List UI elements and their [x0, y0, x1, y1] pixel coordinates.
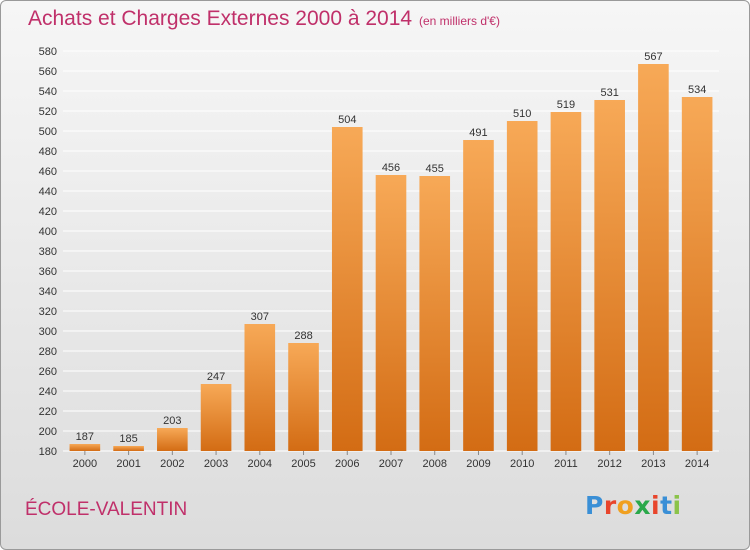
y-tick-label: 320	[39, 306, 57, 318]
y-tick-label: 380	[39, 246, 57, 258]
logo-letter: o	[616, 491, 635, 520]
bar	[375, 175, 407, 451]
data-label: 519	[557, 99, 575, 111]
data-labels: 187 185 203 247 307 288 504 456 455 491 510 519 531 5…	[76, 51, 707, 445]
x-tick-label: 2014	[685, 458, 709, 470]
x-axis-ticks: 2000 2001 2002 2003 2004 2005 2006 2007 2008 2009…	[73, 451, 709, 470]
data-label: 510	[513, 108, 531, 120]
x-tick-label: 2003	[204, 458, 228, 470]
bar	[594, 100, 625, 451]
y-tick-label: 180	[39, 446, 57, 458]
y-tick-label: 260	[39, 366, 57, 378]
logo-letter: x	[634, 491, 651, 520]
y-tick-label: 580	[39, 46, 57, 58]
y-tick-label: 200	[39, 426, 57, 438]
bar	[200, 384, 232, 451]
x-tick-label: 2009	[466, 458, 490, 470]
y-tick-label: 440	[39, 186, 57, 198]
data-label: 247	[207, 371, 225, 383]
chart-subtitle: (en milliers d'€)	[419, 14, 500, 28]
bar	[113, 446, 144, 451]
logo-letter: t	[660, 491, 673, 520]
x-tick-label: 2001	[116, 458, 140, 470]
y-axis-ticks: 180 200 220 240 260 280 300 320 340 360 380 400 420 4…	[39, 46, 57, 458]
bar	[288, 343, 319, 451]
data-label: 307	[251, 311, 269, 323]
logo-letter: r	[603, 491, 617, 520]
x-tick-label: 2010	[510, 458, 534, 470]
logo-letter: P	[585, 491, 604, 520]
data-label: 455	[426, 163, 444, 175]
x-tick-label: 2008	[422, 458, 446, 470]
proxiti-logo: Proxiti	[585, 491, 682, 520]
y-tick-label: 220	[39, 406, 57, 418]
y-tick-label: 360	[39, 266, 57, 278]
y-tick-label: 400	[39, 226, 57, 238]
bar	[638, 64, 669, 451]
y-tick-label: 560	[39, 66, 57, 78]
data-label: 203	[163, 415, 181, 427]
data-label: 504	[338, 114, 356, 126]
x-tick-label: 2011	[554, 458, 578, 470]
bar	[157, 428, 188, 451]
data-label: 187	[76, 431, 94, 443]
data-label: 185	[119, 433, 137, 445]
bar	[69, 444, 101, 451]
x-tick-label: 2006	[335, 458, 359, 470]
data-label: 567	[644, 51, 662, 63]
y-tick-label: 500	[39, 126, 57, 138]
bar	[331, 127, 363, 451]
bar	[550, 112, 582, 451]
data-label: 456	[382, 162, 400, 174]
logo-letter: i	[651, 491, 661, 520]
y-tick-label: 520	[39, 106, 57, 118]
data-label: 534	[688, 84, 706, 96]
bar	[506, 121, 538, 451]
bar	[463, 140, 494, 451]
chart-title: Achats et Charges Externes 2000 à 2014	[28, 7, 413, 30]
y-tick-label: 300	[39, 326, 57, 338]
x-tick-label: 2002	[160, 458, 184, 470]
data-label: 288	[294, 330, 312, 342]
x-tick-label: 2004	[248, 458, 272, 470]
y-tick-label: 280	[39, 346, 57, 358]
x-tick-label: 2007	[379, 458, 403, 470]
logo-letter: i	[672, 491, 682, 520]
data-label: 491	[469, 127, 487, 139]
y-tick-label: 540	[39, 86, 57, 98]
place-name: ÉCOLE-VALENTIN	[25, 499, 188, 520]
bar	[419, 176, 451, 451]
y-tick-label: 240	[39, 386, 57, 398]
x-tick-label: 2013	[641, 458, 665, 470]
data-label: 531	[600, 87, 618, 99]
x-tick-label: 2000	[73, 458, 97, 470]
y-tick-label: 480	[39, 146, 57, 158]
bars	[69, 64, 713, 451]
bar	[244, 324, 276, 451]
x-tick-label: 2005	[291, 458, 315, 470]
y-tick-label: 340	[39, 286, 57, 298]
x-tick-label: 2012	[597, 458, 621, 470]
y-tick-label: 460	[39, 166, 57, 178]
bar	[681, 97, 713, 451]
y-tick-label: 420	[39, 206, 57, 218]
